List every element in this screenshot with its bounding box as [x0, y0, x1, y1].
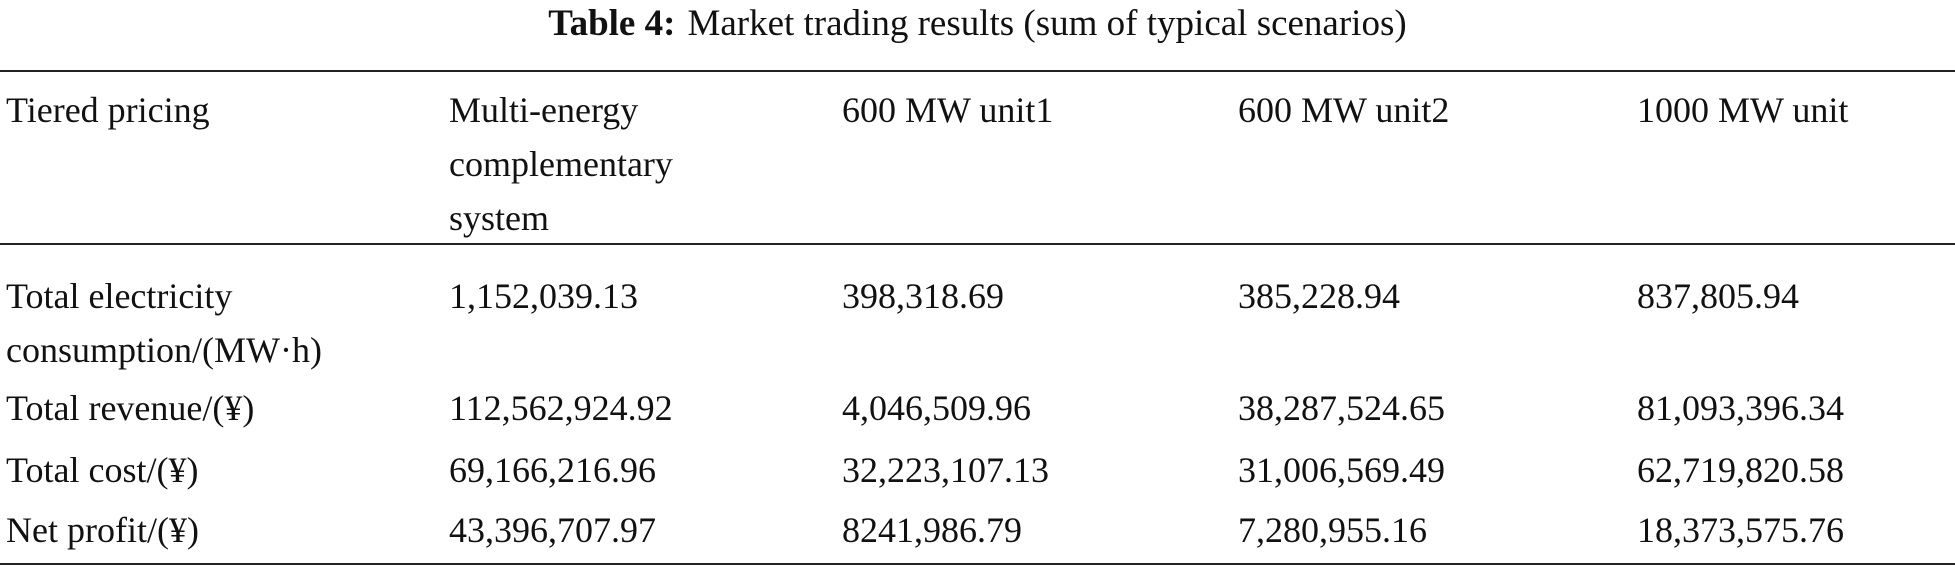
- top-rule: [0, 70, 1955, 72]
- table-label: Table 4:: [548, 3, 676, 44]
- table-cell: 398,318.69: [842, 276, 1004, 316]
- table-cell: 1,152,039.13: [449, 276, 638, 316]
- header-cell: Multi-energy complementary system: [449, 90, 673, 238]
- table-cell: 7,280,955.16: [1238, 510, 1427, 550]
- table-cell: 81,093,396.34: [1637, 388, 1844, 428]
- table-cell: 8241,986.79: [842, 510, 1022, 550]
- header-cell: 600 MW unit1: [842, 90, 1054, 130]
- table-cell: 4,046,509.96: [842, 388, 1031, 428]
- header-cell: 600 MW unit2: [1238, 90, 1450, 130]
- table-cell: 18,373,575.76: [1637, 510, 1844, 550]
- table-cell: 38,287,524.65: [1238, 388, 1445, 428]
- table-caption: Market trading results (sum of typical s…: [687, 3, 1407, 44]
- bottom-rule: [0, 563, 1955, 565]
- header-cell: Tiered pricing: [6, 90, 210, 130]
- table-cell: 43,396,707.97: [449, 510, 656, 550]
- row-label: Total revenue/(¥): [6, 388, 255, 428]
- table-cell: 112,562,924.92: [449, 388, 673, 428]
- table-title: Table 4: Market trading results (sum of t…: [0, 2, 1955, 46]
- row-label: Total electricity consumption/(MW·h): [6, 276, 322, 370]
- table-cell: 31,006,569.49: [1238, 450, 1445, 490]
- header-rule: [0, 243, 1955, 245]
- header-cell: 1000 MW unit: [1637, 90, 1849, 130]
- row-label: Net profit/(¥): [6, 510, 199, 550]
- table-cell: 32,223,107.13: [842, 450, 1049, 490]
- table-cell: 837,805.94: [1637, 276, 1799, 316]
- row-label: Total cost/(¥): [6, 450, 199, 490]
- table-cell: 69,166,216.96: [449, 450, 656, 490]
- table-cell: 385,228.94: [1238, 276, 1400, 316]
- table-cell: 62,719,820.58: [1637, 450, 1844, 490]
